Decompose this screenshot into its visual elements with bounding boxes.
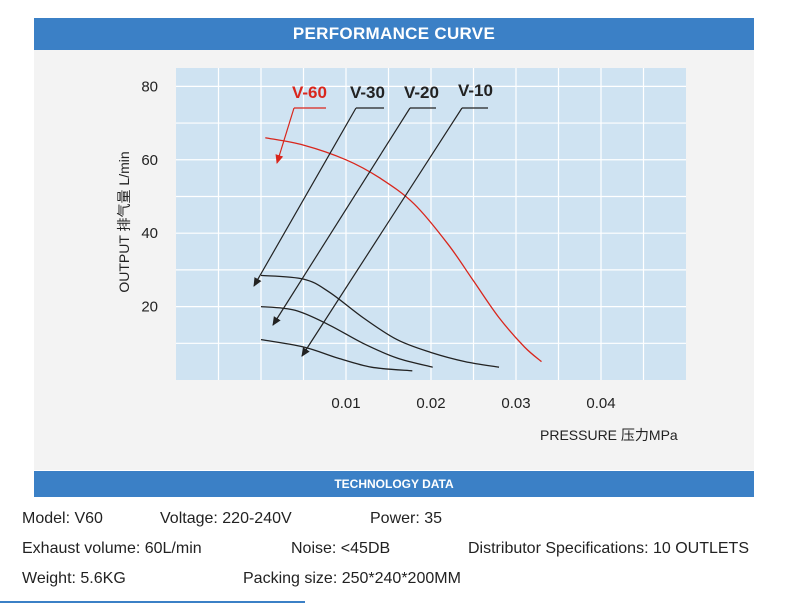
series-label-v-60: V-60 [292,83,327,102]
chart-title: PERFORMANCE CURVE [292,24,496,43]
series-line-v-30 [260,274,500,368]
tech-title: TECHNOLOGY DATA [334,477,454,491]
spec-packing-size: Packing size: 250*240*200MM [243,570,461,587]
x-tick-label: 0.04 [586,395,615,412]
spec-model: Model: V60 [22,510,103,527]
series-line-v-10 [260,338,413,372]
series-line-v-20 [260,305,433,368]
bottom-divider [0,601,305,603]
spec-weight: Weight: 5.6KG [22,570,126,587]
spec-distributor: Distributor Specifications: 10 OUTLETS [468,540,749,557]
spec-exhaust-volume: Exhaust volume: 60L/min [22,540,202,557]
technology-data-banner: TECHNOLOGY DATA [34,471,754,497]
leader-arrow-v-20 [272,107,411,326]
x-tick-label: 0.01 [331,395,360,412]
y-axis-label: OUTPUT 排气量 L/min [116,151,132,292]
leader-arrow-v-10 [301,107,463,357]
x-tick-label: 0.02 [416,395,445,412]
spec-noise: Noise: <45DB [291,540,391,557]
series-label-v-30: V-30 [350,83,385,102]
leader-arrow-v-30 [253,107,357,287]
y-tick-label: 20 [141,299,158,316]
series-line-v-60 [265,137,542,363]
x-tick-label: 0.03 [501,395,530,412]
performance-curve-banner: PERFORMANCE CURVE [34,18,754,50]
chart-panel: V-60 V-30 V-20 V-10 20 40 60 80 0.01 0.02 0.03 0.0… [34,50,754,470]
y-tick-label: 60 [141,152,158,169]
series-label-v-10: V-10 [458,81,493,100]
x-axis-label: PRESSURE 压力MPa [540,427,678,443]
y-tick-label: 40 [141,225,158,242]
spec-voltage: Voltage: 220-240V [160,510,292,527]
y-tick-label: 80 [141,78,158,95]
performance-chart: V-60 V-30 V-20 V-10 20 40 60 80 0.01 0.02 0.03 0.0… [116,68,686,443]
series-label-v-20: V-20 [404,83,439,102]
leader-arrow-v-60 [275,107,295,164]
spec-power: Power: 35 [370,510,443,527]
